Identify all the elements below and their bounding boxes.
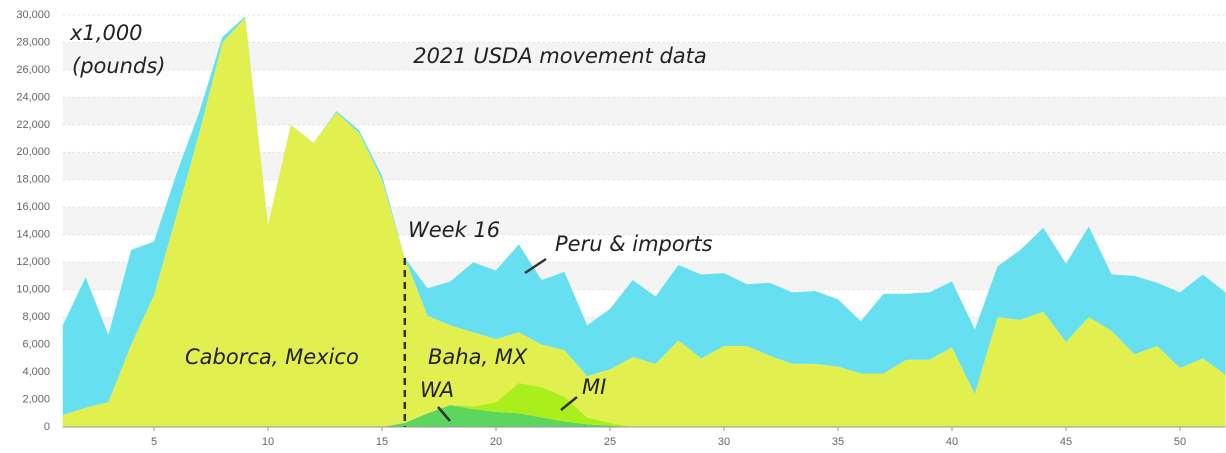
- x-tick-label: 10: [262, 436, 274, 448]
- y-tick-label: 28,000: [16, 36, 50, 48]
- series-label: MI: [582, 375, 606, 399]
- x-tick-label: 30: [718, 436, 730, 448]
- x-tick-label: 5: [151, 436, 157, 448]
- y-tick-label: 20,000: [16, 146, 50, 158]
- y-tick-label: 24,000: [16, 91, 50, 103]
- y-tick-label: 30,000: [16, 9, 50, 21]
- grid-band: [62, 42, 1226, 70]
- y-axis-label: (pounds): [72, 54, 165, 78]
- leader-line: [524, 257, 547, 275]
- y-axis-label: x1,000: [69, 21, 143, 45]
- y-tick-label: 2,000: [22, 393, 50, 405]
- x-tick-label: 15: [376, 436, 388, 448]
- y-tick-label: 18,000: [16, 174, 50, 186]
- series-label: WA: [420, 378, 454, 402]
- leader-line: [560, 396, 578, 411]
- marker-label: Week 16: [408, 218, 500, 242]
- x-tick-label: 35: [832, 436, 844, 448]
- x-tick-label: 20: [490, 436, 502, 448]
- x-tick-label: 45: [1060, 436, 1072, 448]
- y-tick-label: 12,000: [16, 256, 50, 268]
- y-tick-label: 0: [44, 421, 50, 433]
- y-tick-label: 4,000: [22, 366, 50, 378]
- area: [62, 17, 1226, 427]
- leader-line: [437, 406, 451, 422]
- series-label: Peru & imports: [555, 232, 713, 256]
- y-tick-label: 10,000: [16, 284, 50, 296]
- y-tick-label: 14,000: [16, 229, 50, 241]
- y-tick-label: 22,000: [16, 119, 50, 131]
- y-tick-label: 26,000: [16, 64, 50, 76]
- x-tick-label: 40: [946, 436, 958, 448]
- area: [62, 16, 1226, 416]
- y-tick-label: 6,000: [22, 339, 50, 351]
- region-label: Caborca, Mexico: [185, 345, 359, 369]
- x-tick-label: 50: [1174, 436, 1186, 448]
- y-tick-label: 8,000: [22, 311, 50, 323]
- grid-band: [62, 97, 1226, 125]
- y-tick-label: 16,000: [16, 201, 50, 213]
- region-label: Baha, MX: [428, 345, 528, 369]
- chart-title: 2021 USDA movement data: [413, 44, 707, 68]
- x-tick-label: 25: [604, 436, 616, 448]
